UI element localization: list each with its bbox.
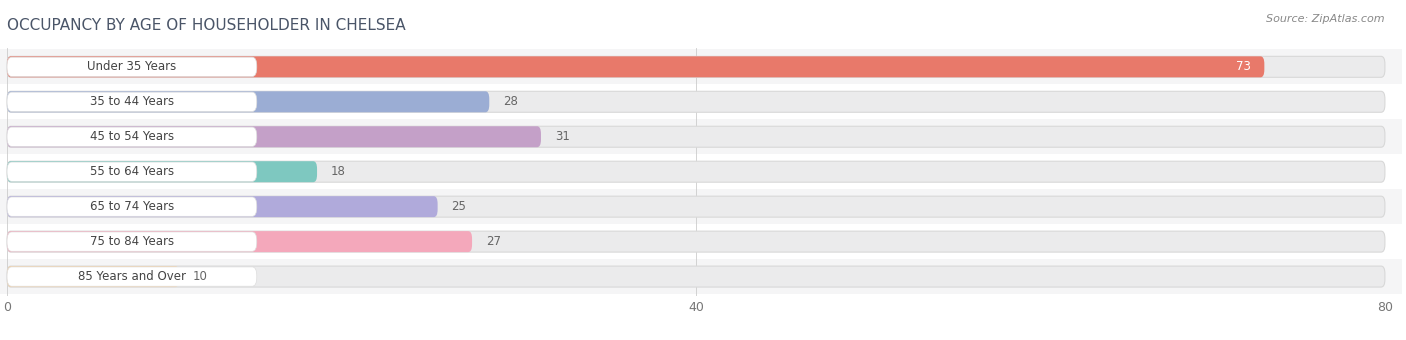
FancyBboxPatch shape bbox=[0, 224, 1402, 259]
FancyBboxPatch shape bbox=[0, 49, 1402, 84]
Text: Under 35 Years: Under 35 Years bbox=[87, 60, 177, 73]
Text: 65 to 74 Years: 65 to 74 Years bbox=[90, 200, 174, 213]
FancyBboxPatch shape bbox=[7, 91, 489, 112]
FancyBboxPatch shape bbox=[7, 161, 1385, 182]
FancyBboxPatch shape bbox=[7, 266, 1385, 287]
Text: 73: 73 bbox=[1236, 60, 1250, 73]
FancyBboxPatch shape bbox=[7, 196, 1385, 217]
FancyBboxPatch shape bbox=[7, 126, 1385, 147]
FancyBboxPatch shape bbox=[0, 84, 1402, 119]
FancyBboxPatch shape bbox=[7, 231, 1385, 252]
FancyBboxPatch shape bbox=[0, 154, 1402, 189]
FancyBboxPatch shape bbox=[0, 189, 1402, 224]
Text: Source: ZipAtlas.com: Source: ZipAtlas.com bbox=[1267, 14, 1385, 23]
FancyBboxPatch shape bbox=[7, 56, 1264, 77]
Text: 45 to 54 Years: 45 to 54 Years bbox=[90, 130, 174, 143]
FancyBboxPatch shape bbox=[7, 126, 541, 147]
FancyBboxPatch shape bbox=[7, 91, 1385, 112]
FancyBboxPatch shape bbox=[7, 232, 257, 251]
Text: 55 to 64 Years: 55 to 64 Years bbox=[90, 165, 174, 178]
FancyBboxPatch shape bbox=[7, 162, 257, 181]
FancyBboxPatch shape bbox=[7, 161, 318, 182]
Text: 85 Years and Over: 85 Years and Over bbox=[77, 270, 186, 283]
Text: 35 to 44 Years: 35 to 44 Years bbox=[90, 95, 174, 108]
FancyBboxPatch shape bbox=[0, 119, 1402, 154]
FancyBboxPatch shape bbox=[7, 266, 180, 287]
Text: 27: 27 bbox=[486, 235, 501, 248]
FancyBboxPatch shape bbox=[7, 92, 257, 112]
FancyBboxPatch shape bbox=[7, 127, 257, 147]
FancyBboxPatch shape bbox=[7, 267, 257, 286]
FancyBboxPatch shape bbox=[7, 57, 257, 76]
Text: 10: 10 bbox=[193, 270, 208, 283]
Text: 28: 28 bbox=[503, 95, 517, 108]
FancyBboxPatch shape bbox=[7, 231, 472, 252]
Text: 31: 31 bbox=[555, 130, 569, 143]
Text: OCCUPANCY BY AGE OF HOUSEHOLDER IN CHELSEA: OCCUPANCY BY AGE OF HOUSEHOLDER IN CHELS… bbox=[7, 18, 406, 33]
FancyBboxPatch shape bbox=[7, 197, 257, 216]
FancyBboxPatch shape bbox=[0, 259, 1402, 294]
Text: 25: 25 bbox=[451, 200, 467, 213]
FancyBboxPatch shape bbox=[7, 196, 437, 217]
Text: 18: 18 bbox=[330, 165, 346, 178]
Text: 75 to 84 Years: 75 to 84 Years bbox=[90, 235, 174, 248]
FancyBboxPatch shape bbox=[7, 56, 1385, 77]
